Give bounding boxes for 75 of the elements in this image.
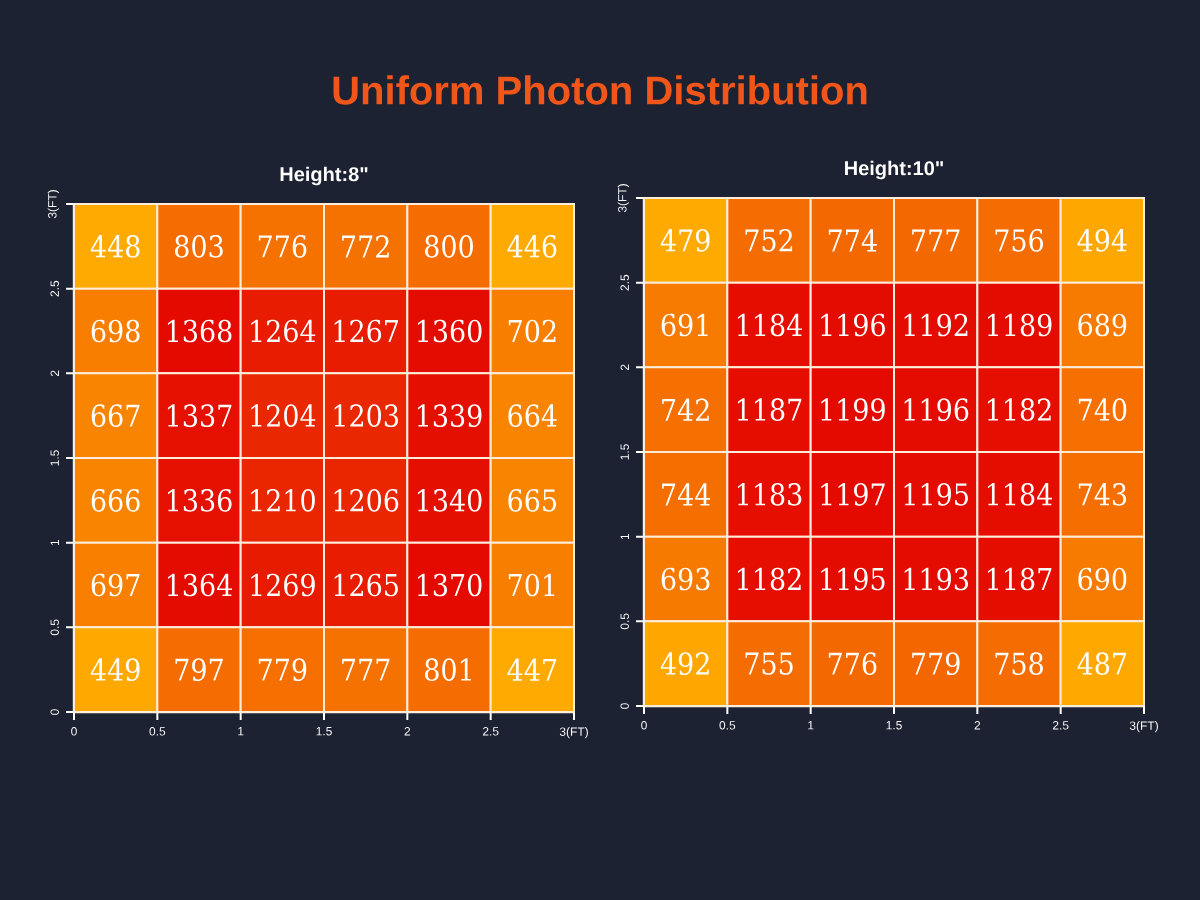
data-label: 1196 bbox=[904, 398, 969, 422]
data-label: 776 bbox=[258, 234, 307, 258]
data-label: 1340 bbox=[417, 488, 482, 512]
data-label: 743 bbox=[1078, 482, 1127, 506]
data-label: 742 bbox=[662, 398, 709, 421]
data-label: 777 bbox=[342, 658, 390, 681]
data-label: 1193 bbox=[904, 567, 968, 591]
data-label: 1195 bbox=[821, 567, 885, 591]
data-label: 1264 bbox=[251, 319, 316, 343]
data-label: 667 bbox=[91, 404, 140, 428]
data-label: 1189 bbox=[987, 313, 1052, 337]
data-label: 1204 bbox=[251, 404, 316, 428]
data-label: 697 bbox=[91, 573, 140, 597]
data-label: 494 bbox=[1077, 228, 1127, 252]
data-label: 664 bbox=[508, 404, 557, 428]
data-label: 777 bbox=[912, 229, 960, 252]
data-label: 779 bbox=[258, 658, 307, 682]
data-label: 779 bbox=[912, 652, 960, 676]
data-label: 689 bbox=[1078, 313, 1127, 337]
data-label: 756 bbox=[995, 228, 1044, 252]
data-label: 1195 bbox=[904, 482, 968, 506]
data-label: 492 bbox=[660, 652, 709, 676]
data-label: 752 bbox=[745, 228, 793, 252]
data-label: 446 bbox=[507, 234, 557, 258]
data-label: 755 bbox=[745, 652, 793, 675]
data-label: 1203 bbox=[334, 404, 398, 428]
data-label: 1182 bbox=[737, 567, 801, 591]
data-label: 691 bbox=[661, 313, 708, 337]
data-label: 1184 bbox=[737, 313, 802, 337]
data-label: 1184 bbox=[987, 482, 1052, 506]
chart-title: Height:10" bbox=[845, 160, 943, 180]
data-label: 776 bbox=[828, 652, 877, 676]
data-label: 740 bbox=[1078, 398, 1127, 422]
data-label: 1196 bbox=[821, 313, 885, 337]
data-label: 800 bbox=[425, 234, 473, 258]
data-label: 1183 bbox=[737, 482, 802, 506]
data-label: 448 bbox=[90, 234, 140, 258]
data-label: 1336 bbox=[167, 488, 232, 512]
data-label: 690 bbox=[1078, 567, 1127, 591]
data-label: 701 bbox=[508, 573, 555, 597]
data-label: 1360 bbox=[417, 319, 482, 343]
data-label: 801 bbox=[425, 658, 471, 682]
data-label: 665 bbox=[508, 488, 556, 512]
data-label: 1187 bbox=[987, 567, 1052, 591]
data-label: 1199 bbox=[821, 398, 885, 422]
data-label: 1364 bbox=[167, 573, 232, 597]
data-label: 772 bbox=[342, 235, 389, 258]
data-label: 1337 bbox=[167, 404, 232, 428]
data-label: 1187 bbox=[737, 398, 802, 422]
data-label: 1265 bbox=[334, 573, 398, 597]
data-label: 758 bbox=[995, 652, 1043, 676]
data-label: 449 bbox=[90, 658, 140, 682]
chart-subtitle: Height:8" bbox=[280, 166, 368, 186]
data-label: 1267 bbox=[334, 319, 399, 343]
data-label: 1370 bbox=[417, 573, 482, 597]
data-label: 774 bbox=[828, 229, 877, 252]
data-label: 1368 bbox=[167, 319, 232, 343]
chart-title: Uniform Photon Distribution bbox=[333, 75, 867, 105]
data-label: 1197 bbox=[821, 482, 885, 506]
data-label: 666 bbox=[91, 488, 140, 512]
data-label: 693 bbox=[661, 567, 710, 591]
data-label: 744 bbox=[662, 483, 711, 506]
data-label: 797 bbox=[175, 658, 223, 682]
data-label: 1182 bbox=[987, 398, 1051, 422]
data-label: 447 bbox=[507, 658, 557, 681]
data-label: 803 bbox=[175, 234, 223, 258]
data-label: 1339 bbox=[417, 404, 482, 428]
data-label: 1192 bbox=[904, 313, 968, 337]
data-label: 487 bbox=[1077, 652, 1127, 676]
data-label: 1269 bbox=[251, 573, 315, 597]
data-label: 1210 bbox=[251, 488, 315, 512]
data-label: 698 bbox=[91, 319, 140, 343]
data-label: 1206 bbox=[334, 488, 399, 512]
data-label: 702 bbox=[508, 319, 556, 343]
data-label: 479 bbox=[660, 228, 710, 252]
